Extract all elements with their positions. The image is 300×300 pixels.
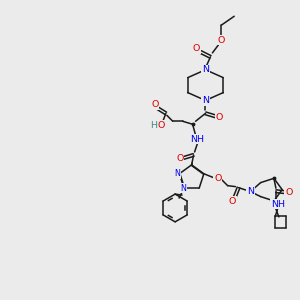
Text: O: O [229,197,236,206]
Text: O: O [176,154,183,164]
Text: N: N [202,65,209,74]
Text: NH: NH [271,200,285,208]
Text: O: O [157,121,165,130]
Text: O: O [285,188,292,197]
Text: O: O [193,44,200,53]
Text: NH: NH [190,135,205,144]
Text: O: O [216,113,223,122]
Text: O: O [151,100,159,109]
Text: N: N [180,184,186,193]
Text: N: N [174,169,180,178]
Text: O: O [218,35,225,44]
Text: N: N [202,96,209,105]
Text: H: H [151,121,158,130]
Text: O: O [214,174,221,183]
Text: N: N [247,187,254,196]
